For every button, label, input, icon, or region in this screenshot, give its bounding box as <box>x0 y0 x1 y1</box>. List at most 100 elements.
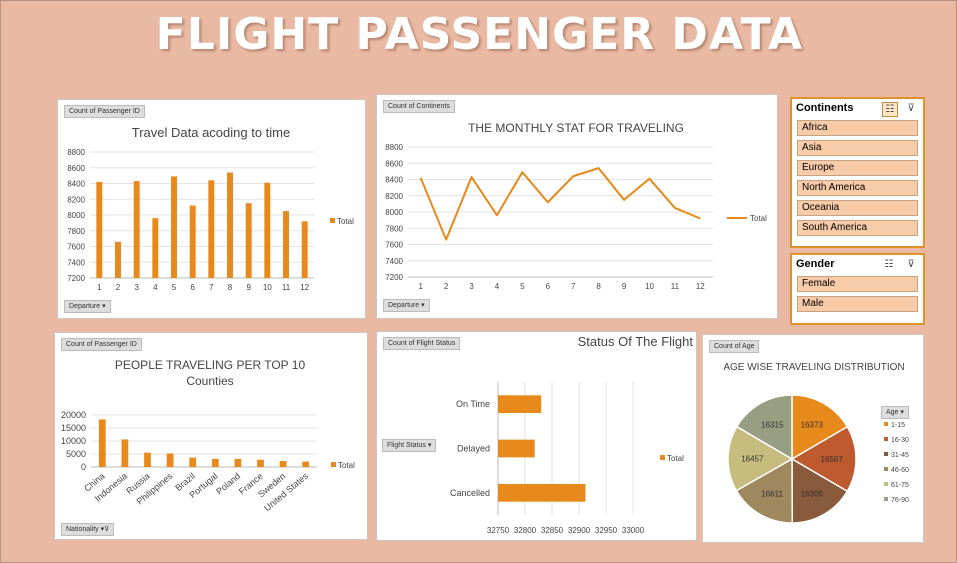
x-tick-label: 2 <box>444 282 449 291</box>
chart-title-line2: Counties <box>186 374 233 388</box>
filter-label: Departure <box>388 302 420 309</box>
age-legend-filter[interactable]: Age ▾ <box>881 406 909 419</box>
dropdown-icon[interactable]: ▾ <box>427 442 432 449</box>
y-tick-label: 7600 <box>385 241 403 250</box>
dropdown-icon[interactable]: ▾ <box>900 409 904 416</box>
bar <box>121 439 129 467</box>
y-tick-label: 8800 <box>67 148 85 157</box>
dropdown-icon[interactable]: ▾ <box>102 303 106 310</box>
pie-slice <box>790 425 857 493</box>
bar <box>166 453 174 467</box>
slicer-item[interactable]: Europe <box>797 160 918 176</box>
nationality-filter[interactable]: Nationality ▾⊽ <box>61 523 115 536</box>
slicer-item[interactable]: Asia <box>797 140 918 156</box>
y-tick-label: 10000 <box>61 436 86 446</box>
value-field-tag[interactable]: Count of Passenger ID <box>64 105 145 118</box>
pie-slice <box>791 457 849 524</box>
slicer-item[interactable]: Oceania <box>797 200 918 216</box>
y-tick-label: 7400 <box>385 257 403 266</box>
pie-slice <box>735 457 794 524</box>
clear-filter-icon[interactable]: ⊽ <box>907 259 915 270</box>
bar <box>498 439 535 458</box>
y-tick-label: 7200 <box>67 274 85 283</box>
bar <box>189 457 197 467</box>
slicer-item[interactable]: Female <box>797 276 918 292</box>
x-tick-label: 5 <box>520 282 525 291</box>
bar <box>279 461 287 467</box>
y-tick-label: 8400 <box>385 176 403 185</box>
x-tick-label: 11 <box>282 283 291 292</box>
bar <box>302 461 310 467</box>
departure-filter[interactable]: Departure ▾ <box>64 300 111 313</box>
x-tick-label: 7 <box>571 282 576 291</box>
value-field-tag[interactable]: Count of Passenger ID <box>61 338 142 351</box>
x-tick-label: 6 <box>190 283 195 292</box>
multi-select-icon[interactable]: ☷ <box>882 102 898 117</box>
y-tick-label: 8600 <box>385 159 403 168</box>
clear-filter-icon[interactable]: ⊽ <box>907 103 915 114</box>
y-tick-label: 8600 <box>67 164 85 173</box>
bar <box>152 218 159 278</box>
dropdown-icon[interactable]: ▾ <box>421 302 425 309</box>
x-tick-label: 9 <box>622 282 627 291</box>
departure-filter[interactable]: Departure ▾ <box>383 299 430 312</box>
legend-swatch <box>884 452 888 456</box>
slicer-item[interactable]: South America <box>797 220 918 236</box>
y-tick-label: 7200 <box>385 273 403 282</box>
travel-time-chart: Count of Passenger ID 7200 7400 7600 7800 80… <box>57 99 366 319</box>
age-plot: AGE WISE TRAVELING DISTRIBUTION 16373 1656… <box>723 362 909 524</box>
data-label: 16373 <box>801 421 824 430</box>
value-field-tag[interactable]: Count of Age <box>709 340 760 353</box>
bar <box>189 205 196 278</box>
y-tick-label: 7800 <box>67 227 85 236</box>
flight-status-filter[interactable]: Flight Status ▾ <box>382 439 437 452</box>
slicer-item[interactable]: North America <box>797 180 918 196</box>
bar <box>257 459 264 467</box>
data-label: 16611 <box>761 489 783 498</box>
bar <box>498 483 586 502</box>
legend-label: 1-15 <box>891 422 905 429</box>
flight-status-chart: Count of Flight Status Status Of The Fli… <box>376 331 697 541</box>
x-tick-label: 32950 <box>595 526 618 535</box>
slicer-title: Continents <box>796 102 854 114</box>
legend-label: 76-90 <box>891 497 909 504</box>
countries-chart: Count of Passenger ID 0 5000 10000 15000 200… <box>54 332 368 540</box>
y-tick-label: 8800 <box>385 143 403 152</box>
gender-slicer: Gender ☷ ⊽ Female Male <box>790 253 925 325</box>
filter-icon[interactable]: ▾⊽ <box>100 526 110 533</box>
series-line <box>419 167 701 241</box>
x-tick-label: 32900 <box>568 526 591 535</box>
chart-title: Travel Data acoding to time <box>132 125 290 140</box>
filter-label: Departure <box>69 303 101 310</box>
pie-slice <box>727 425 794 492</box>
y-tick-label: On Time <box>456 399 490 409</box>
legend-label: Total <box>750 214 767 223</box>
monthly-stat-chart: Count of Continents 7200 7400 7600 7800 8000… <box>376 94 778 319</box>
y-tick-label: 15000 <box>61 423 86 433</box>
legend-label: 16-30 <box>891 437 909 444</box>
slicer-item[interactable]: Africa <box>797 120 918 136</box>
value-field-tag[interactable]: Count of Flight Status <box>383 337 461 350</box>
legend-swatch <box>884 467 888 471</box>
data-label: 16457 <box>741 455 764 464</box>
x-tick-label: 3 <box>469 282 474 291</box>
multi-select-icon[interactable]: ☷ <box>884 259 894 270</box>
slicer-item[interactable]: Male <box>797 296 918 312</box>
data-label: 16315 <box>761 421 784 430</box>
filter-label: Flight Status <box>387 442 426 449</box>
filter-label: Age <box>886 409 899 416</box>
pie-slice <box>735 394 793 461</box>
y-tick-label: 8200 <box>67 195 85 204</box>
bar <box>171 176 177 278</box>
value-field-tag[interactable]: Count of Continents <box>383 100 455 113</box>
y-tick-label: 7800 <box>385 224 403 233</box>
x-tick-label: Poland <box>214 471 242 497</box>
y-tick-label: 0 <box>81 462 86 472</box>
bar <box>498 395 542 414</box>
bar <box>234 458 242 467</box>
y-tick-label: Cancelled <box>450 488 490 498</box>
x-tick-label: 7 <box>209 283 214 292</box>
bar <box>301 221 308 278</box>
